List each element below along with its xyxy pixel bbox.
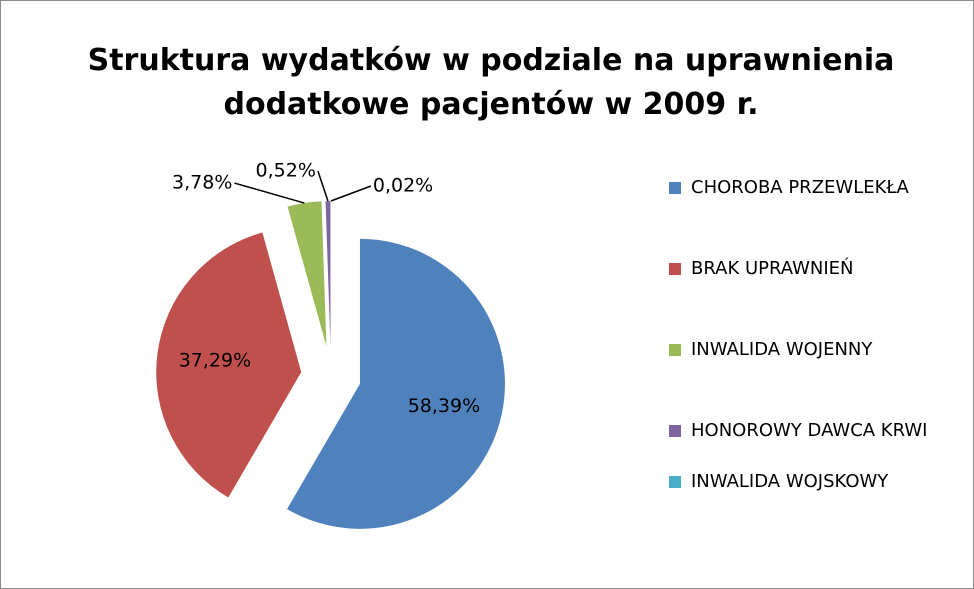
pie-slice [156, 232, 302, 498]
pie-slice [287, 201, 327, 347]
legend-swatch [669, 344, 681, 356]
legend-item: INWALIDA WOJENNY [669, 335, 953, 365]
legend-label: BRAK UPRAWNIEŃ [691, 258, 854, 279]
legend-label: INWALIDA WOJENNY [691, 339, 873, 360]
title-line: dodatkowe pacjentów w 2009 r. [223, 87, 759, 122]
legend-swatch [669, 263, 681, 275]
data-label: 3,78% [172, 172, 232, 194]
legend: CHOROBA PRZEWLEKŁA BRAK UPRAWNIEŃ INWALIDA… [669, 173, 969, 548]
legend-swatch [669, 425, 681, 437]
data-label: 0,52% [256, 160, 316, 182]
legend-swatch [669, 476, 681, 488]
legend-item: BRAK UPRAWNIEŃ [669, 254, 953, 284]
legend-label: CHOROBA PRZEWLEKŁA [691, 177, 909, 198]
leader-line [234, 182, 305, 204]
legend-label: HONOROWY DAWCA KRWI [691, 420, 928, 441]
chart-title: Struktura wydatków w podziale na uprawni… [61, 39, 921, 127]
leader-line [317, 170, 329, 202]
data-label: 37,29% [179, 350, 251, 372]
data-label: 58,39% [408, 395, 480, 417]
data-label: 0,02% [373, 175, 433, 197]
pie-slice [325, 201, 331, 347]
legend-item: INWALIDA WOJSKOWY [669, 467, 953, 497]
title-line: Struktura wydatków w podziale na uprawni… [87, 43, 895, 78]
pie-slice [287, 238, 505, 529]
legend-item: HONOROWY DAWCA KRWI [669, 416, 953, 446]
legend-swatch [669, 182, 681, 194]
leader-line [330, 185, 372, 202]
legend-item: CHOROBA PRZEWLEKŁA [669, 173, 953, 203]
legend-label: INWALIDA WOJSKOWY [691, 471, 889, 492]
